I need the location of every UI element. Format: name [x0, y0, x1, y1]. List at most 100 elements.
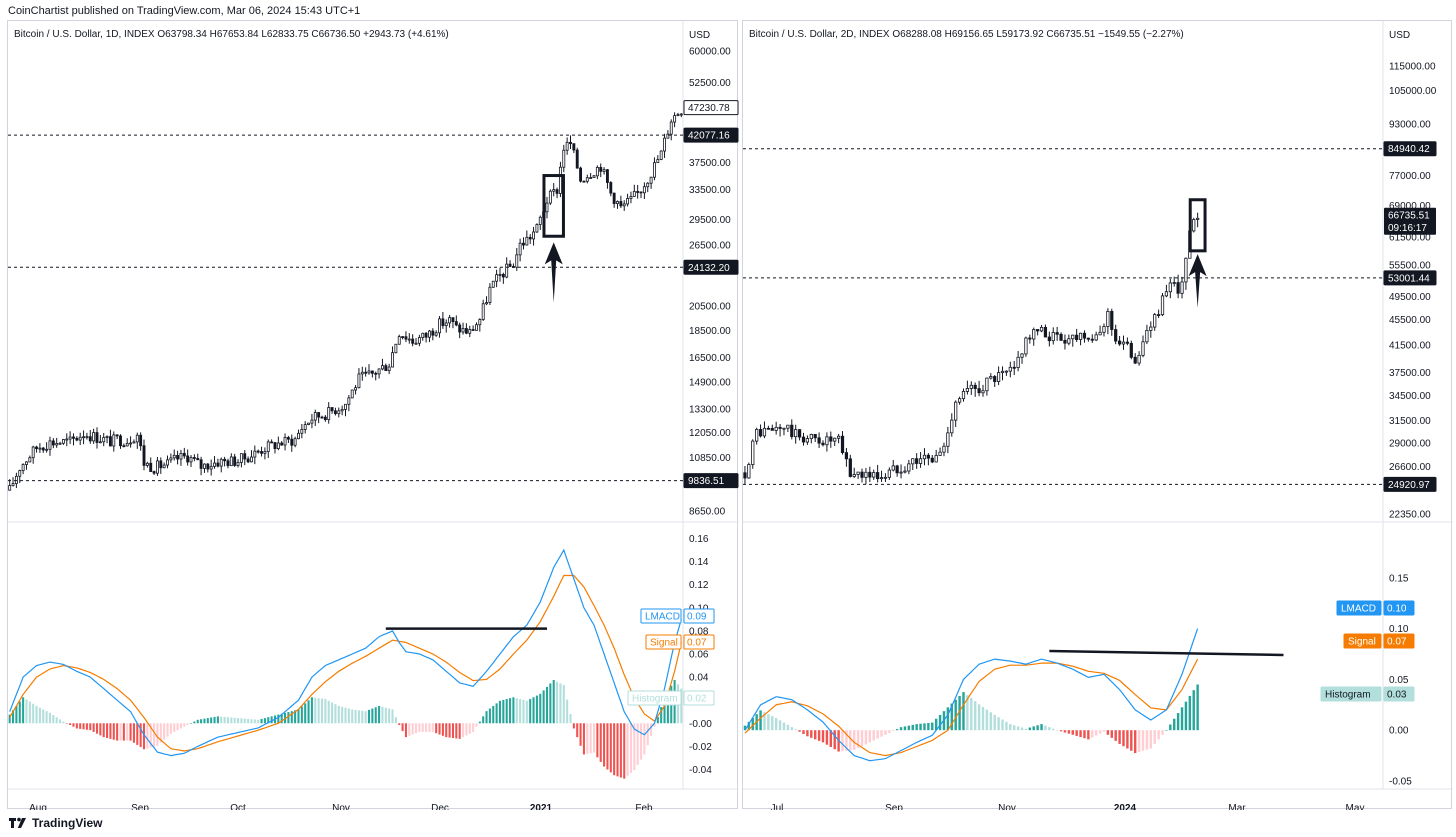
histogram-bar	[525, 700, 528, 724]
chart-right[interactable]: Bitcoin / U.S. Dollar, 2D, INDEX O68288.…	[742, 20, 1453, 810]
candle-body	[149, 462, 153, 472]
candle-body	[837, 435, 841, 439]
chart-left[interactable]: Bitcoin / U.S. Dollar, 1D, INDEX O63798.…	[7, 20, 739, 810]
up-arrow-annotation	[544, 242, 563, 303]
chart-left-canvas[interactable]: Bitcoin / U.S. Dollar, 1D, INDEX O63798.…	[8, 21, 739, 810]
candle-body	[223, 458, 227, 462]
candle-body	[421, 332, 425, 338]
histogram-bar	[663, 697, 666, 724]
histogram-bar	[42, 709, 45, 724]
candle-body	[585, 177, 589, 182]
price-level-label: 84940.42	[1388, 144, 1430, 155]
histogram-bar	[1161, 730, 1164, 735]
candle-body	[528, 236, 532, 240]
candle-body	[895, 465, 899, 474]
brand-label: TradingView	[32, 816, 103, 830]
histogram-bar	[186, 723, 189, 726]
candle-body	[957, 398, 962, 403]
histogram-bar	[468, 723, 471, 734]
candle-body	[192, 457, 196, 459]
histogram-bar	[981, 706, 985, 731]
price-level-label: 53001.44	[1388, 273, 1430, 284]
candle-body	[380, 365, 384, 370]
price-level-tag	[1383, 476, 1437, 492]
candle-body	[340, 408, 344, 412]
candle-body	[112, 434, 116, 447]
histogram-bar	[596, 723, 599, 758]
price-tick-label: 20500.00	[689, 302, 731, 313]
candle-body	[206, 463, 210, 470]
candle-body	[1075, 334, 1079, 340]
candle-body	[934, 455, 938, 463]
histogram-bar	[911, 724, 914, 731]
candle-body	[1149, 326, 1153, 331]
candle-body	[45, 448, 49, 451]
histogram-bar	[173, 723, 176, 732]
histogram-bar	[203, 718, 206, 724]
price-tick-label: 8650.00	[689, 507, 726, 518]
histogram-bar	[378, 705, 381, 724]
candle-body	[605, 169, 609, 183]
tradingview-brand[interactable]: TradingView	[8, 816, 102, 830]
histogram-bar	[297, 709, 300, 724]
candle-body	[887, 469, 891, 478]
candle-body	[320, 416, 324, 419]
candle-body	[48, 440, 52, 450]
histogram-bar	[223, 716, 226, 724]
candle-body	[441, 318, 445, 327]
histogram-bar	[923, 723, 926, 731]
candle-body	[471, 329, 475, 331]
histogram-bar	[179, 723, 182, 729]
price-tick-label: 18500.00	[689, 326, 731, 337]
candle-body	[216, 462, 220, 467]
candle-body	[55, 443, 59, 446]
indicator-legend-name-tag	[645, 634, 682, 650]
histogram-bar	[1013, 725, 1016, 731]
candle-body	[75, 437, 79, 441]
time-tick-label: Aug	[29, 803, 47, 810]
chart-right-canvas[interactable]: Bitcoin / U.S. Dollar, 2D, INDEX O68288.…	[743, 21, 1453, 810]
histogram-bar	[106, 723, 109, 738]
histogram-bar	[18, 701, 21, 724]
histogram-bar	[213, 716, 216, 724]
chart-title: Bitcoin / U.S. Dollar, 2D, INDEX O68288.…	[749, 29, 1184, 40]
histogram-bar	[1001, 719, 1004, 731]
candle-body	[196, 458, 200, 461]
candle-body	[139, 434, 143, 447]
candle-body	[367, 370, 371, 374]
histogram-bar	[853, 730, 856, 751]
candle-body	[525, 236, 529, 246]
candle-body	[162, 464, 166, 469]
indicator-legend-name: Signal	[650, 638, 678, 649]
histogram-bar	[907, 725, 911, 731]
candle-body	[1184, 257, 1188, 283]
time-tick-label: Nov	[998, 803, 1016, 810]
candle-body	[579, 167, 583, 182]
price-tick-label: 31500.00	[1389, 416, 1431, 427]
histogram-bar	[126, 723, 129, 741]
time-tick-label: Jul	[771, 803, 784, 810]
candle-body	[166, 459, 169, 466]
histogram-bar	[954, 699, 957, 731]
candle-body	[930, 457, 934, 463]
candle-body	[653, 162, 656, 178]
candle-body	[1004, 370, 1009, 373]
histogram-bar	[15, 705, 18, 724]
histogram-bar	[1032, 726, 1035, 731]
histogram-bar	[519, 699, 522, 724]
candle-body	[132, 441, 136, 444]
indicator-legend-value: 0.10	[1387, 604, 1407, 615]
candle-body	[747, 464, 751, 479]
candle-body	[1071, 334, 1075, 340]
publisher-caption: CoinChartist published on TradingView.co…	[8, 5, 361, 17]
candle-body	[290, 438, 294, 446]
candle-body	[817, 437, 821, 444]
histogram-bar	[1052, 728, 1055, 731]
candle-body	[1082, 332, 1087, 339]
candle-body	[669, 121, 673, 135]
candle-body	[350, 389, 354, 399]
histogram-bar	[391, 709, 394, 724]
histogram-bar	[880, 730, 883, 737]
candle-body	[337, 410, 341, 415]
histogram-bar	[973, 701, 977, 731]
